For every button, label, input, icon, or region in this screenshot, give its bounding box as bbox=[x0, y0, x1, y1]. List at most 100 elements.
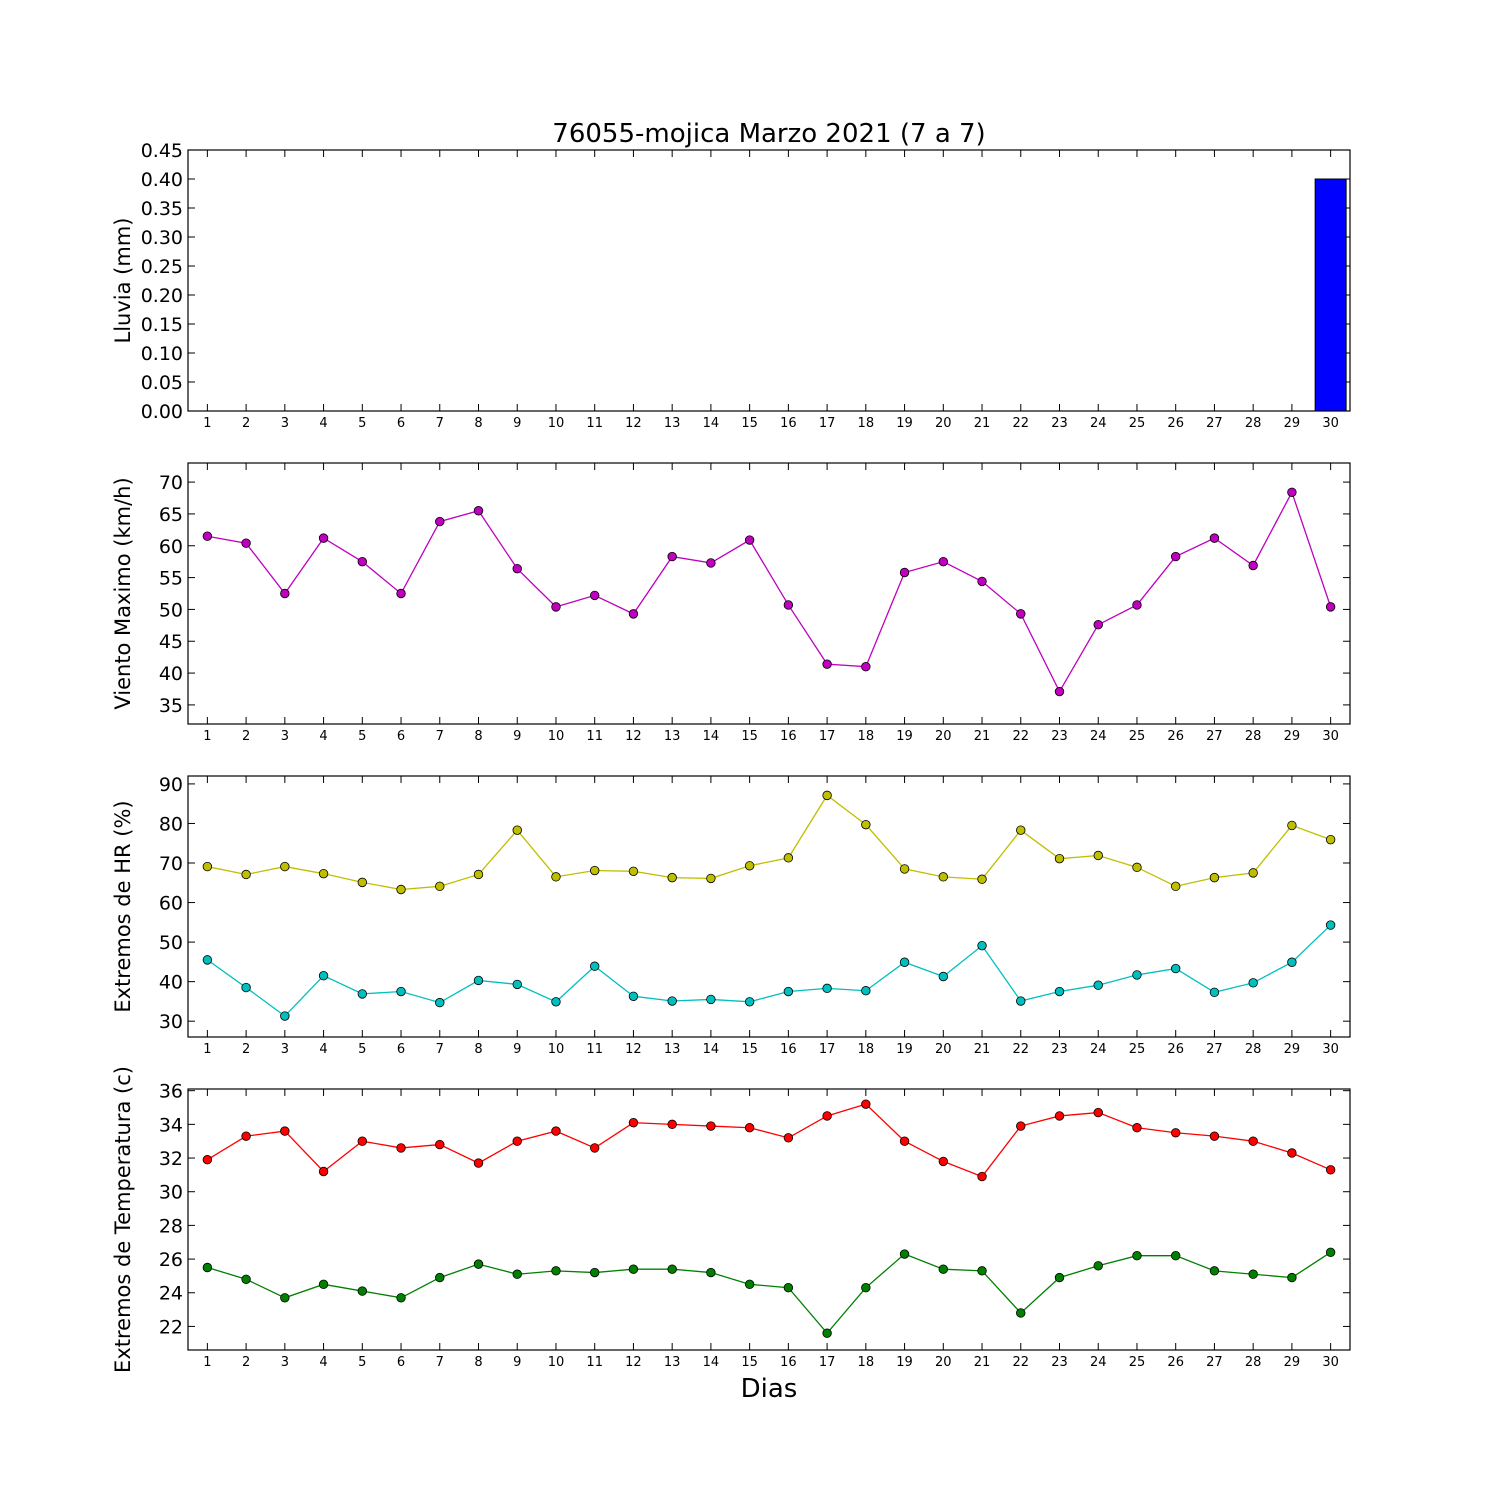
chart-panels: 0.00 0.05 0.10 0.15 0.20 0.25 0.30 0.35 0.40 0.45… bbox=[111, 140, 1351, 1373]
x-tick-label: 18 bbox=[858, 1355, 875, 1370]
x-tick-label: 14 bbox=[703, 1042, 720, 1057]
data-point bbox=[241, 538, 251, 548]
x-tick-label: 3 bbox=[281, 1355, 289, 1370]
data-point bbox=[280, 1293, 290, 1303]
data-point bbox=[1325, 1165, 1336, 1175]
y-tick-label: 0.35 bbox=[141, 198, 183, 220]
data-point bbox=[551, 872, 561, 882]
data-point bbox=[783, 1133, 794, 1143]
data-point bbox=[861, 1282, 871, 1293]
x-tick-label: 21 bbox=[974, 1042, 991, 1057]
y-tick-label: 0.20 bbox=[141, 285, 183, 307]
data-point bbox=[1016, 1308, 1026, 1318]
y-tick-label: 32 bbox=[159, 1148, 183, 1170]
y-tick-label: 0.00 bbox=[141, 401, 183, 423]
data-point bbox=[396, 588, 406, 599]
x-tick-label: 28 bbox=[1245, 416, 1262, 431]
data-point bbox=[318, 971, 329, 981]
y-tick-label: 22 bbox=[159, 1316, 183, 1338]
x-tick-label: 26 bbox=[1167, 1355, 1184, 1370]
y-tick-label: 0.30 bbox=[141, 227, 183, 249]
data-point bbox=[977, 874, 987, 884]
y-tick-label: 0.10 bbox=[141, 343, 183, 365]
data-point bbox=[512, 1136, 522, 1146]
data-point bbox=[435, 997, 445, 1008]
data-point bbox=[783, 1282, 794, 1293]
data-point bbox=[473, 506, 484, 516]
x-tick-label: 21 bbox=[974, 416, 991, 431]
data-point bbox=[473, 1158, 484, 1168]
data-point bbox=[1287, 1148, 1297, 1158]
y-tick-label: 50 bbox=[159, 932, 183, 954]
data-point bbox=[1170, 1251, 1181, 1261]
x-tick-label: 6 bbox=[397, 729, 405, 744]
x-tick-label: 11 bbox=[586, 1355, 603, 1370]
data-point bbox=[1016, 1121, 1026, 1131]
x-tick-label: 21 bbox=[974, 729, 991, 744]
data-point bbox=[1132, 1123, 1142, 1133]
data-point bbox=[551, 1126, 561, 1136]
data-point bbox=[357, 556, 368, 567]
y-tick-label: 65 bbox=[159, 504, 183, 526]
rain-bar bbox=[1314, 178, 1347, 412]
x-tick-label: 15 bbox=[741, 416, 758, 431]
y-tick-label: 30 bbox=[159, 1011, 183, 1033]
data-point bbox=[744, 1123, 755, 1133]
x-tick-label: 11 bbox=[586, 416, 603, 431]
y-tick-label: 0.45 bbox=[141, 140, 183, 162]
data-point bbox=[1209, 872, 1220, 883]
data-point bbox=[1325, 834, 1336, 845]
data-point bbox=[1170, 1128, 1181, 1138]
x-tick-label: 9 bbox=[513, 1355, 521, 1370]
x-axis-label: Dias bbox=[741, 1374, 798, 1404]
data-point bbox=[1093, 980, 1103, 990]
data-point bbox=[280, 1126, 290, 1136]
data-point bbox=[1016, 825, 1026, 835]
data-point bbox=[551, 602, 561, 612]
data-point bbox=[706, 1121, 716, 1131]
x-tick-label: 24 bbox=[1090, 1355, 1107, 1370]
x-tick-label: 2 bbox=[242, 416, 250, 431]
data-point bbox=[435, 516, 445, 527]
data-point bbox=[822, 659, 832, 669]
x-tick-label: 16 bbox=[780, 1355, 797, 1370]
y-axis-label: Lluvia (mm) bbox=[111, 218, 135, 344]
x-tick-label: 29 bbox=[1284, 1042, 1301, 1057]
y-axis-label: Viento Maximo (km/h) bbox=[111, 477, 135, 709]
data-point bbox=[899, 957, 910, 967]
data-point bbox=[318, 868, 329, 879]
data-point bbox=[318, 1166, 329, 1177]
x-tick-label: 13 bbox=[664, 416, 681, 431]
data-point bbox=[628, 609, 639, 619]
data-point bbox=[241, 869, 251, 880]
data-point bbox=[822, 1111, 832, 1121]
data-point bbox=[1287, 1272, 1297, 1283]
x-tick-label: 18 bbox=[858, 416, 875, 431]
data-point bbox=[241, 1274, 251, 1284]
x-tick-label: 26 bbox=[1167, 416, 1184, 431]
x-tick-label: 3 bbox=[281, 416, 289, 431]
data-point bbox=[1132, 1251, 1142, 1261]
data-point bbox=[1248, 978, 1258, 988]
data-point bbox=[667, 872, 677, 883]
data-point bbox=[706, 1267, 716, 1278]
data-point bbox=[822, 1328, 832, 1338]
x-tick-label: 7 bbox=[436, 729, 444, 744]
data-point bbox=[822, 983, 832, 994]
x-tick-label: 1 bbox=[203, 1355, 211, 1370]
x-tick-label: 27 bbox=[1206, 729, 1223, 744]
plot-area bbox=[187, 149, 1351, 412]
x-tick-label: 10 bbox=[548, 416, 565, 431]
x-tick-label: 19 bbox=[896, 1355, 913, 1370]
x-tick-label: 15 bbox=[741, 729, 758, 744]
data-point bbox=[590, 865, 600, 876]
data-point bbox=[1054, 686, 1065, 697]
x-tick-label: 16 bbox=[780, 1042, 797, 1057]
x-tick-label: 23 bbox=[1051, 729, 1068, 744]
data-point bbox=[667, 996, 677, 1006]
chart-title: 76055-mojica Marzo 2021 (7 a 7) bbox=[552, 119, 985, 149]
data-point bbox=[1016, 609, 1026, 619]
x-tick-label: 20 bbox=[935, 1355, 952, 1370]
